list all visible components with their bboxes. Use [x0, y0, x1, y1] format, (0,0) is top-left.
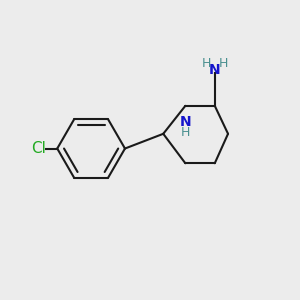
- Text: H: H: [219, 57, 228, 70]
- Text: H: H: [201, 57, 211, 70]
- Text: N: N: [179, 115, 191, 129]
- Text: H: H: [181, 126, 190, 139]
- Text: N: N: [209, 63, 220, 77]
- Text: Cl: Cl: [31, 141, 46, 156]
